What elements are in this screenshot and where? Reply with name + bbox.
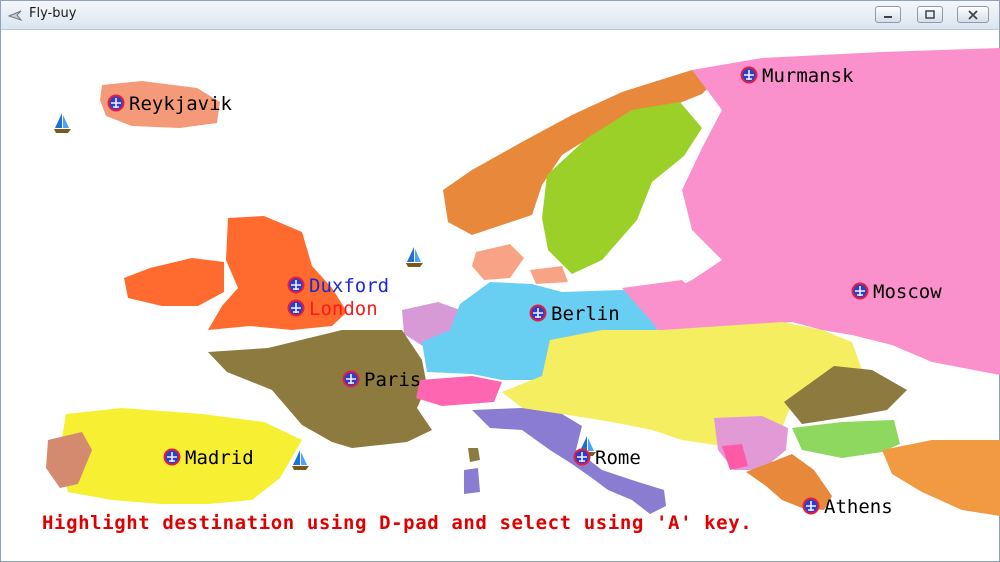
title-bar: Fly-buy <box>1 1 999 30</box>
region-russia <box>652 48 1000 375</box>
city-label: Athens <box>824 496 893 518</box>
city-label: Rome <box>595 447 641 469</box>
app-icon <box>7 10 23 22</box>
region-ireland <box>124 258 224 306</box>
city-london[interactable]: London <box>286 298 378 320</box>
region-central-east <box>502 322 862 446</box>
region-corsica <box>468 448 480 462</box>
city-berlin[interactable]: Berlin <box>528 303 620 325</box>
city-label: London <box>309 298 378 320</box>
region-france <box>208 330 432 448</box>
airport-marker-icon <box>341 369 361 389</box>
region-germany <box>422 282 662 380</box>
city-murmansk[interactable]: Murmansk <box>739 65 855 87</box>
city-label: Duxford <box>309 275 389 297</box>
city-reykjavik[interactable]: Reykjavik <box>106 93 233 115</box>
city-duxford[interactable]: Duxford <box>286 275 390 297</box>
airport-marker-icon <box>286 275 306 295</box>
airport-marker-icon <box>739 65 759 85</box>
region-sweden <box>542 102 702 274</box>
maximize-icon <box>925 10 935 19</box>
airport-marker-icon <box>162 447 182 467</box>
region-denmark-island <box>530 266 568 284</box>
airport-marker-icon <box>106 93 126 113</box>
close-button[interactable] <box>957 6 989 23</box>
city-label: Reykjavik <box>129 93 233 115</box>
maximize-button[interactable] <box>917 6 943 23</box>
region-iceland <box>100 81 220 128</box>
minimize-icon <box>884 16 892 18</box>
region-turkey <box>882 440 1000 516</box>
minimize-button[interactable] <box>875 6 901 23</box>
city-paris[interactable]: Paris <box>341 369 422 391</box>
region-italy <box>472 408 666 514</box>
city-rome[interactable]: Rome <box>572 447 641 469</box>
window-title: Fly-buy <box>29 6 77 21</box>
sailboat-icon <box>406 247 423 267</box>
region-switzerland <box>416 376 502 406</box>
region-albania <box>722 444 748 470</box>
airport-marker-icon <box>801 496 821 516</box>
city-athens[interactable]: Athens <box>801 496 893 518</box>
close-icon <box>968 10 978 20</box>
instruction-text: Highlight destination using D-pad and se… <box>42 512 753 534</box>
city-label: Madrid <box>185 447 254 469</box>
airport-marker-icon <box>286 298 306 318</box>
city-label: Berlin <box>551 303 620 325</box>
airport-marker-icon <box>528 303 548 323</box>
city-moscow[interactable]: Moscow <box>850 281 943 303</box>
europe-map: Reykjavik Murmansk Duxford London Berlin… <box>46 48 1000 518</box>
airport-marker-icon <box>850 281 870 301</box>
city-label: Moscow <box>873 281 942 303</box>
region-great-britain <box>208 216 347 330</box>
region-denmark <box>472 244 524 280</box>
region-poland <box>622 280 702 336</box>
city-madrid[interactable]: Madrid <box>162 447 254 469</box>
region-greece <box>746 454 832 510</box>
region-sardinia <box>464 468 480 494</box>
region-portugal <box>46 432 92 488</box>
sailboat-icon <box>292 450 309 470</box>
sailboat-icon <box>54 113 71 133</box>
region-green-east <box>792 420 900 458</box>
airport-marker-icon <box>572 447 592 467</box>
region-spain <box>60 408 302 504</box>
city-label: Murmansk <box>762 65 854 87</box>
region-bulgaria <box>784 366 907 424</box>
city-label: Paris <box>364 369 421 391</box>
